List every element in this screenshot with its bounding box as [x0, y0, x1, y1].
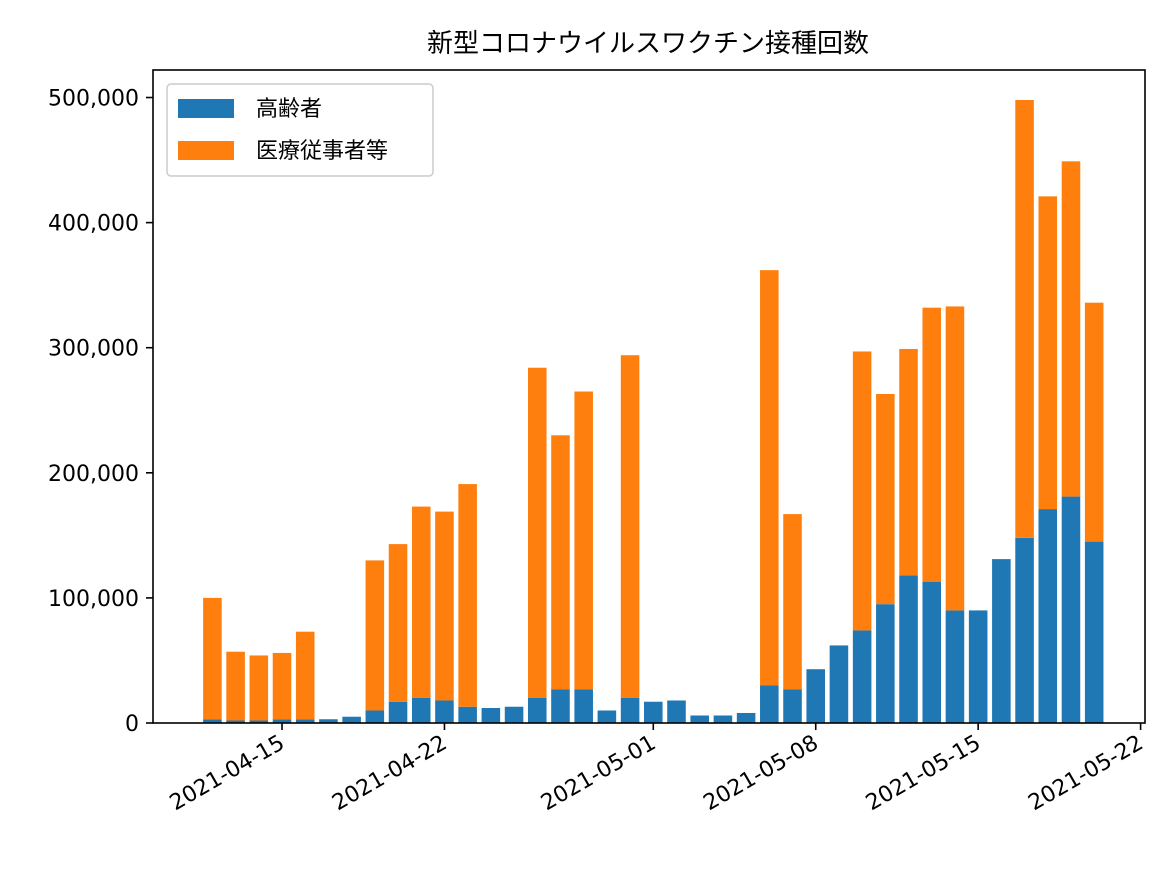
x-tick-label: 2021-04-15: [166, 731, 289, 817]
bar-elderly-2021-04-21: [411, 697, 431, 723]
bar-elderly-2021-05-03: [690, 715, 709, 723]
bar-medical-2021-04-30: [620, 355, 640, 698]
chart-title: 新型コロナウイルスワクチン接種回数: [427, 29, 869, 59]
bar-elderly-2021-05-11: [876, 604, 895, 723]
bar-elderly-2021-05-13: [922, 581, 942, 723]
bar-elderly-2021-05-17: [1015, 537, 1034, 723]
x-tick-label: 2021-05-15: [862, 731, 985, 817]
bar-elderly-2021-05-04: [713, 715, 733, 723]
bar-medical-2021-05-14: [945, 306, 965, 611]
bar-medical-2021-04-21: [411, 506, 431, 698]
bar-medical-2021-04-20: [388, 544, 408, 702]
y-tick-label: 200,000: [48, 462, 139, 487]
bar-elderly-2021-04-14: [249, 720, 269, 723]
legend-label-medical: 医療従事者等: [256, 139, 388, 164]
bar-medical-2021-04-27: [551, 435, 570, 690]
bar-medical-2021-04-26: [527, 367, 547, 698]
bar-elderly-2021-05-05: [736, 712, 756, 723]
bar-elderly-2021-04-19: [365, 710, 385, 723]
x-tick-label: 2021-05-08: [699, 731, 822, 817]
y-tick-label: 500,000: [48, 87, 139, 112]
bar-elderly-2021-05-12: [899, 575, 918, 723]
bar-medical-2021-05-12: [899, 348, 918, 576]
bar-elderly-2021-04-29: [597, 710, 617, 723]
bar-medical-2021-04-12: [203, 597, 222, 720]
bar-elderly-2021-04-13: [226, 720, 245, 723]
y-tick-label: 300,000: [48, 337, 139, 362]
y-tick-label: 0: [125, 712, 139, 737]
bar-elderly-2021-04-23: [458, 706, 477, 723]
bar-elderly-2021-05-20: [1084, 541, 1104, 723]
bar-elderly-2021-04-28: [574, 689, 593, 723]
bar-elderly-2021-04-30: [620, 697, 640, 723]
bars-layer: [203, 100, 1104, 723]
bar-elderly-2021-04-24: [481, 707, 501, 723]
bar-elderly-2021-05-16: [992, 559, 1011, 723]
bar-elderly-2021-05-08: [806, 669, 825, 723]
bar-elderly-2021-05-14: [945, 610, 965, 723]
bar-medical-2021-04-14: [249, 655, 269, 721]
plot-frame: [152, 69, 1146, 724]
y-tick-label: 100,000: [48, 587, 139, 612]
bar-elderly-2021-04-22: [435, 700, 454, 723]
legend-label-elderly: 高齢者: [256, 97, 322, 122]
bar-elderly-2021-04-18: [342, 716, 361, 723]
bar-medical-2021-05-17: [1015, 100, 1034, 538]
x-tick-label: 2021-05-01: [537, 731, 660, 817]
bar-medical-2021-04-15: [272, 652, 292, 720]
bar-medical-2021-05-19: [1061, 161, 1081, 497]
bar-medical-2021-05-10: [852, 351, 872, 631]
bar-medical-2021-05-06: [760, 270, 779, 686]
bar-elderly-2021-05-19: [1061, 496, 1081, 723]
bar-elderly-2021-04-26: [527, 697, 547, 723]
x-tick-label: 2021-05-22: [1024, 731, 1147, 817]
bar-medical-2021-05-11: [876, 394, 895, 605]
bar-medical-2021-04-23: [458, 484, 477, 707]
bar-medical-2021-05-18: [1038, 196, 1058, 510]
bar-elderly-2021-05-15: [968, 610, 988, 723]
bar-elderly-2021-04-20: [388, 701, 408, 723]
bar-medical-2021-05-13: [922, 307, 942, 582]
bar-elderly-2021-05-09: [829, 645, 849, 723]
bar-elderly-2021-05-10: [852, 630, 872, 723]
legend-swatch-elderly: [178, 99, 234, 118]
bar-elderly-2021-04-16: [295, 719, 315, 723]
bar-medical-2021-05-07: [783, 514, 802, 690]
bar-medical-2021-04-22: [435, 511, 454, 701]
bar-medical-2021-04-28: [574, 391, 593, 690]
bar-elderly-2021-05-01: [644, 701, 663, 723]
bar-elderly-2021-04-17: [319, 719, 338, 723]
bar-elderly-2021-05-02: [667, 700, 686, 723]
y-tick-label: 400,000: [48, 212, 139, 237]
bar-elderly-2021-04-27: [551, 689, 570, 723]
bar-medical-2021-05-20: [1084, 302, 1104, 542]
bar-elderly-2021-04-12: [203, 719, 222, 723]
bar-elderly-2021-04-25: [504, 706, 524, 723]
bar-elderly-2021-05-06: [760, 685, 779, 723]
legend-swatch-medical: [178, 141, 234, 160]
bar-elderly-2021-04-15: [272, 719, 292, 723]
bar-elderly-2021-05-18: [1038, 509, 1058, 723]
bar-medical-2021-04-13: [226, 651, 245, 721]
bar-medical-2021-04-19: [365, 560, 385, 711]
x-tick-label: 2021-04-22: [328, 731, 451, 817]
bar-elderly-2021-05-07: [783, 689, 802, 723]
bar-medical-2021-04-16: [295, 631, 315, 720]
